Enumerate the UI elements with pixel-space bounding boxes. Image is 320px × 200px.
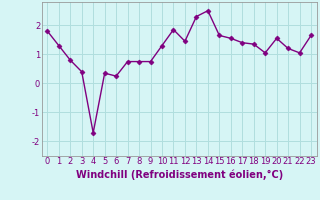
X-axis label: Windchill (Refroidissement éolien,°C): Windchill (Refroidissement éolien,°C) (76, 169, 283, 180)
